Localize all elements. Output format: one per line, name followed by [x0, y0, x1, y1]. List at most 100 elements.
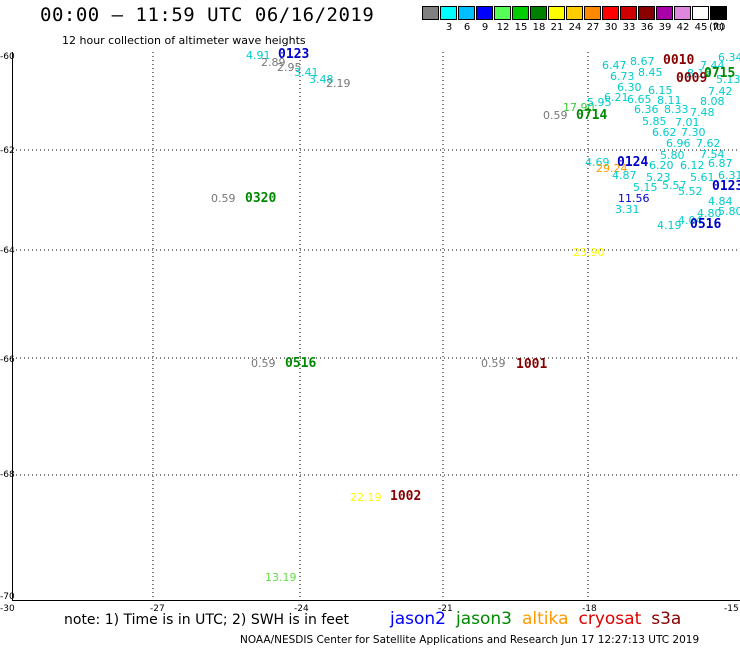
- pass-time-label: 1001: [516, 357, 548, 372]
- wave-height-value: 6.96: [666, 137, 691, 150]
- latitude-label: -66: [0, 355, 15, 365]
- scale-tick-label: 15: [514, 22, 528, 33]
- scale-tick-label: 45: [694, 22, 708, 33]
- wave-height-value: 6.12: [680, 159, 705, 172]
- legend-altika: altika: [522, 609, 569, 629]
- pass-time-label: 0010: [663, 53, 695, 68]
- scale-tick-label: 3: [445, 22, 453, 33]
- pass-time-label: 0123: [712, 179, 740, 194]
- wave-height-value: 8.45: [638, 66, 663, 79]
- wave-height-value: 3.31: [615, 203, 640, 216]
- longitude-label: -30: [0, 604, 15, 614]
- pass-time-label: 1002: [390, 489, 422, 504]
- wave-height-value: 6.36: [634, 103, 659, 116]
- wave-height-value: 5.23: [646, 171, 671, 184]
- scale-swatch: [548, 6, 565, 20]
- latitude-label: -68: [0, 470, 15, 480]
- wave-height-value: 13.19: [265, 571, 297, 584]
- wave-height-value: 17.90: [563, 101, 595, 114]
- scale-tick-label: 36: [640, 22, 654, 33]
- legend-s3a: s3a: [651, 609, 682, 629]
- wave-height-value: 5.95: [587, 96, 612, 109]
- scale-swatch: [674, 6, 691, 20]
- footer-note: note: 1) Time is in UTC; 2) SWH is in fe…: [64, 612, 350, 628]
- scale-tick-label: 9: [481, 22, 489, 33]
- map-subtitle: 12 hour collection of altimeter wave hei…: [62, 34, 306, 47]
- pass-time-label: 0516: [285, 356, 317, 371]
- wave-height-value: 6.20: [649, 159, 674, 172]
- wave-height-value: 8.33: [664, 103, 689, 116]
- longitude-label: -18: [582, 604, 597, 614]
- pass-time-label: 0009: [676, 71, 708, 86]
- scale-tick-label: 12: [496, 22, 510, 33]
- pass-time-label: 0714: [576, 108, 608, 123]
- wave-height-value: 6.73: [610, 70, 635, 83]
- scale-tick-label: 6: [463, 22, 471, 33]
- wave-height-value: 7.42: [708, 85, 733, 98]
- scale-swatch: [620, 6, 637, 20]
- wave-height-value: 6.62: [652, 126, 677, 139]
- scale-swatch: [476, 6, 493, 20]
- wave-height-value: 0.59: [211, 192, 236, 205]
- scale-tick-label: 30: [604, 22, 618, 33]
- scale-swatch: [584, 6, 601, 20]
- wave-height-value: 4.91: [246, 49, 271, 62]
- scale-swatch: [656, 6, 673, 20]
- scale-tick-label: 33: [622, 22, 636, 33]
- pass-time-label: 0124: [617, 155, 649, 170]
- wave-height-value: 22.19: [350, 491, 382, 504]
- map-frame: [12, 52, 740, 601]
- wave-height-value: 5.15: [633, 181, 658, 194]
- pass-time-label: 0123: [278, 47, 310, 62]
- wave-height-value: 2.89: [261, 56, 286, 69]
- wave-height-value: 7.48: [690, 106, 715, 119]
- wave-height-value: 5.13: [716, 73, 740, 86]
- wave-height-color-scale: [422, 6, 728, 20]
- wave-height-value: 5.61: [690, 171, 715, 184]
- longitude-label: -15: [724, 604, 739, 614]
- latitude-label: -64: [0, 246, 15, 256]
- scale-swatch: [692, 6, 709, 20]
- scale-tick-label: 42: [676, 22, 690, 33]
- wave-height-value: 7.44: [700, 59, 725, 72]
- wave-height-value: 8.12: [687, 67, 712, 80]
- color-scale-unit: (ft): [709, 22, 725, 33]
- pass-time-label: 0320: [245, 191, 277, 206]
- longitude-label: -24: [294, 604, 309, 614]
- wave-height-value: 4.04: [678, 214, 703, 227]
- wave-height-value: 0.59: [251, 357, 276, 370]
- credit-line: NOAA/NESDIS Center for Satellite Applica…: [240, 634, 700, 646]
- wave-height-value: 6.30: [617, 81, 642, 94]
- scale-swatch: [458, 6, 475, 20]
- longitude-label: -21: [438, 604, 453, 614]
- pass-time-label: 0715: [704, 66, 736, 81]
- satellite-legend: jason2 jason3 altika cryosat s3a: [390, 609, 681, 629]
- wave-height-value: 7.30: [681, 126, 706, 139]
- wave-height-value: 2.95: [277, 61, 302, 74]
- wave-height-value: 8.11: [657, 94, 682, 107]
- latitude-label: -70: [0, 592, 15, 602]
- wave-height-value: 4.87: [612, 169, 637, 182]
- wave-height-value: 3.48: [309, 73, 334, 86]
- wave-height-value: 5.52: [678, 185, 703, 198]
- wave-height-value: 4.69: [585, 156, 610, 169]
- scale-swatch: [440, 6, 457, 20]
- wave-height-value: 7.54: [700, 148, 725, 161]
- wave-height-value: 11.56: [618, 192, 650, 205]
- wave-height-value: 6.47: [602, 59, 627, 72]
- scale-swatch: [530, 6, 547, 20]
- scale-tick-label: 21: [550, 22, 564, 33]
- wave-height-value: 5.80: [718, 205, 740, 218]
- scale-tick-label: 24: [568, 22, 582, 33]
- wave-height-value: 23.90: [573, 246, 605, 259]
- wave-height-value: 3.41: [294, 66, 319, 79]
- wave-height-value: 5.85: [642, 115, 667, 128]
- wave-height-value: 4.80: [697, 207, 722, 220]
- wave-height-value: 5.80: [660, 149, 685, 162]
- wave-height-value: 4.19: [657, 219, 682, 232]
- latitude-label: -62: [0, 146, 15, 156]
- wave-height-value: 8.67: [630, 55, 655, 68]
- wave-height-value: 6.87: [708, 157, 733, 170]
- scale-swatch: [638, 6, 655, 20]
